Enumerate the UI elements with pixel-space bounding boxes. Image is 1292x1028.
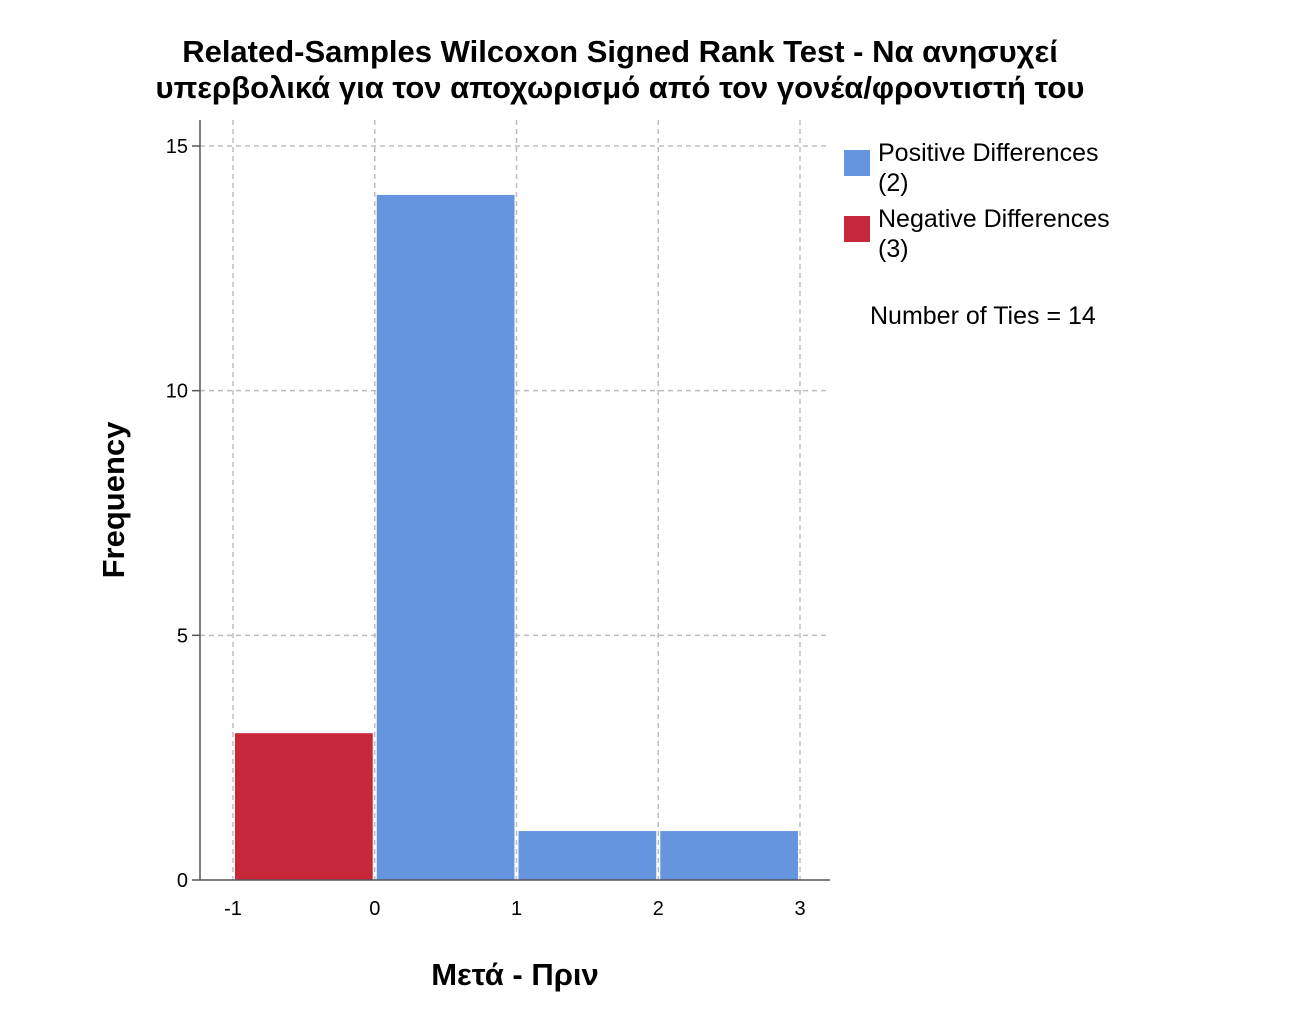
ties-note: Number of Ties = 14 xyxy=(870,302,1096,330)
legend-label-positive: Positive Differences xyxy=(878,139,1099,167)
tick-labels: 0 5 10 15 -1 0 1 2 3 xyxy=(166,136,806,920)
bar-positive-2 xyxy=(518,831,657,880)
legend-item-negative: Negative Differences (3) xyxy=(844,204,1174,264)
x-tick-label: 0 xyxy=(369,898,380,920)
y-tick-label: 0 xyxy=(177,870,188,892)
legend: Positive Differences (2) Negative Differ… xyxy=(844,138,1174,270)
y-tick-label: 15 xyxy=(166,136,188,158)
chart-title-line-2: υπερβολικά για τον αποχωρισμό από τον γο… xyxy=(155,70,1085,105)
legend-swatch-positive xyxy=(844,150,870,176)
chart-title: Related-Samples Wilcoxon Signed Rank Tes… xyxy=(60,34,1180,106)
legend-label-negative: Negative Differences xyxy=(878,205,1110,233)
x-tick-label: 1 xyxy=(511,898,522,920)
x-axis-title: Μετά - Πριν xyxy=(431,957,599,992)
x-tick-label: -1 xyxy=(224,898,242,920)
x-tick-label: 2 xyxy=(653,898,664,920)
axes xyxy=(192,120,830,881)
y-tick-label: 5 xyxy=(177,625,188,647)
legend-swatch-negative xyxy=(844,216,870,242)
legend-item-positive: Positive Differences (2) xyxy=(844,138,1174,198)
bar-negative-0 xyxy=(235,733,373,880)
bar-positive-3 xyxy=(660,831,798,880)
x-tick-label: 3 xyxy=(794,898,805,920)
histogram-bars xyxy=(235,194,798,880)
legend-count-negative: (3) xyxy=(878,235,909,263)
grid-lines xyxy=(200,120,830,880)
y-tick-label: 10 xyxy=(166,381,188,403)
bar-positive-1 xyxy=(376,194,515,880)
chart-title-line-1: Related-Samples Wilcoxon Signed Rank Tes… xyxy=(182,34,1058,69)
legend-count-positive: (2) xyxy=(878,169,909,197)
y-axis-title: Frequency xyxy=(96,421,131,579)
